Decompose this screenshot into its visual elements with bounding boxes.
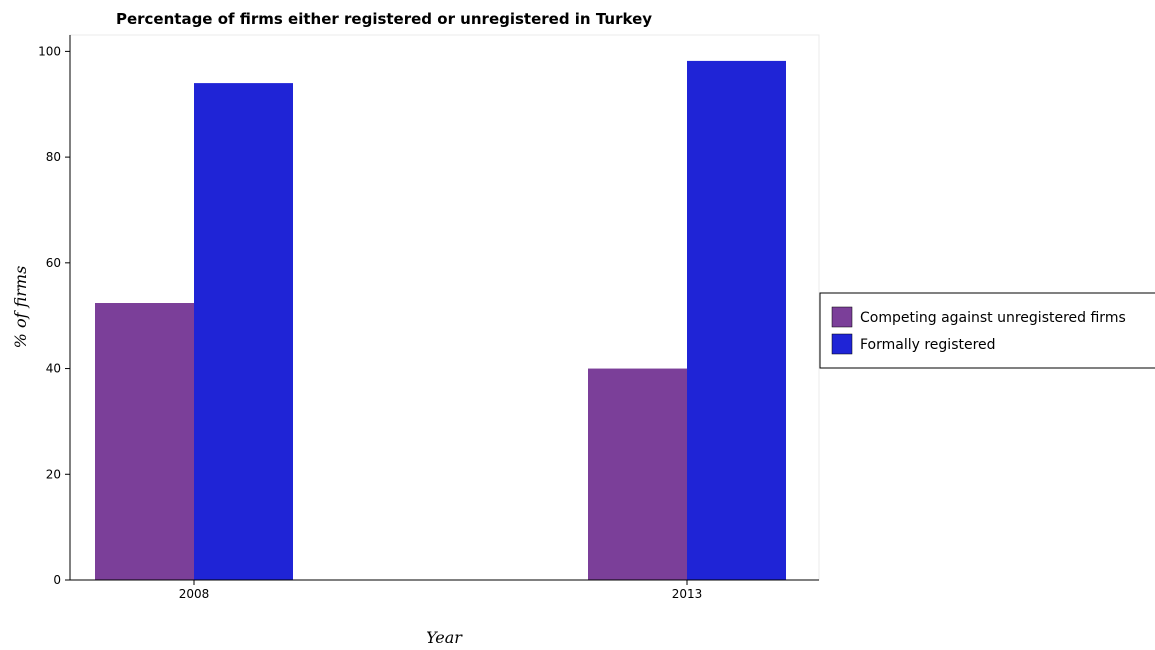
y-axis-label: % of firms (11, 266, 30, 349)
chart-title: Percentage of firms either registered or… (116, 10, 652, 28)
legend-swatch-competing (831, 306, 853, 328)
legend-box (819, 292, 1155, 369)
y-ticks-layer: 0 20 40 60 80 100 (38, 44, 70, 587)
x-axis-label: Year (426, 628, 463, 647)
y-tick-label: 0 (53, 573, 61, 587)
legend-label-formally-registered: Formally registered (860, 337, 996, 353)
x-tick-label: 2008 (179, 587, 210, 601)
y-tick-label: 40 (46, 362, 61, 376)
y-tick-label: 80 (46, 150, 61, 164)
y-tick-label: 100 (38, 44, 61, 58)
y-tick-label: 60 (46, 256, 61, 270)
bar-formally-registered-2008 (194, 83, 293, 580)
legend-swatch-formally-registered (831, 333, 853, 355)
bar-formally-registered-2013 (687, 60, 786, 580)
legend-label-competing: Competing against unregistered firms (860, 310, 1126, 326)
bar-competing-2008 (95, 303, 194, 580)
x-tick-label: 2013 (672, 587, 703, 601)
legend: Competing against unregistered firms For… (819, 292, 1155, 369)
bar-competing-2013 (588, 368, 687, 580)
y-tick-label: 20 (46, 467, 61, 481)
bars-layer (95, 60, 786, 580)
x-ticks-layer: 2008 2013 (179, 580, 703, 601)
